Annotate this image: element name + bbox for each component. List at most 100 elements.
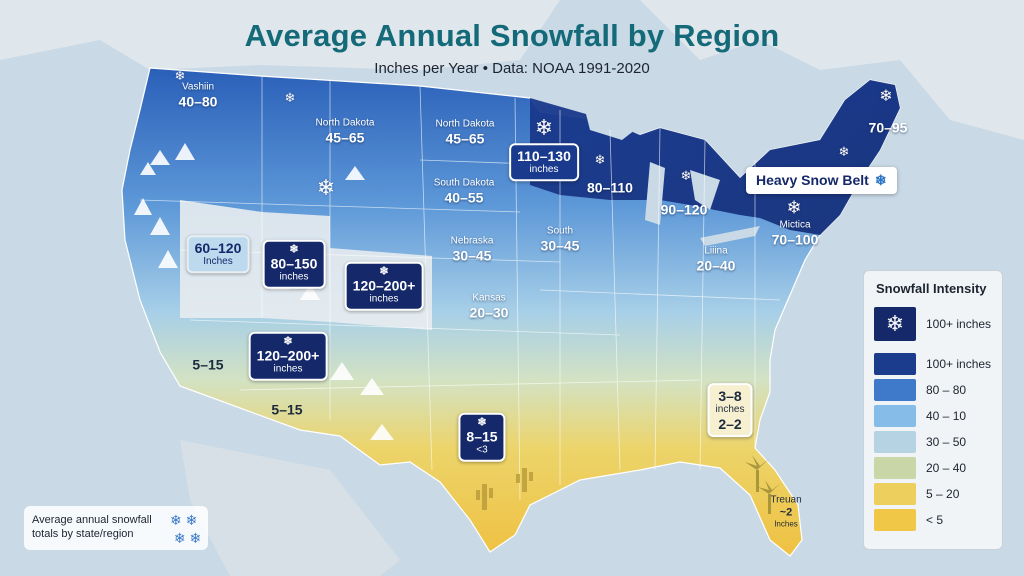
snowflake-icons: ❄ ❄ ❄ ❄ — [170, 512, 201, 547]
legend-label: 80 – 80 — [926, 383, 967, 397]
region-name: Nebraska — [450, 235, 494, 247]
badge-value: 110–130 — [517, 148, 571, 165]
heavy-snow-belt-callout: Heavy Snow Belt ❄ — [746, 167, 897, 194]
badge-unit: inches — [369, 293, 399, 305]
region-label: Liiina 20–40 — [697, 246, 736, 275]
snowflake-icon: ❄ — [170, 512, 182, 528]
region-value: 70–95 — [868, 119, 908, 136]
state-borders — [139, 76, 781, 501]
legend-swatch — [874, 483, 916, 505]
badge-unit: Inches — [203, 256, 233, 268]
snowfall-badge: 60–120 Inches — [186, 235, 250, 273]
note-text: Average annual snowfall totals by state/… — [32, 514, 152, 541]
lake-huron — [690, 170, 720, 210]
region-name: Kansas — [472, 292, 506, 304]
region-value: 70–100 — [771, 231, 819, 248]
legend-item: 40 – 10 — [874, 405, 1002, 429]
region-label: 80–110 — [587, 180, 633, 197]
southeast-label: 3–8 inches 2–2 — [707, 383, 753, 437]
region-value: 5–15 — [192, 356, 224, 373]
snowflake-icon: ❄ — [174, 68, 186, 83]
snowfall-badge: 110–130 inches — [509, 143, 579, 181]
region-label: 70–95 — [869, 120, 908, 137]
lake-erie — [700, 226, 760, 246]
region-label: North Dakota 45–65 — [316, 118, 375, 147]
legend-item: 100+ inches — [874, 353, 1002, 377]
badge-unit: inches — [273, 363, 303, 375]
florida-label: Treuan ~2 Inches — [770, 495, 801, 530]
region-label: North Dakota 45–65 — [436, 119, 495, 148]
legend-swatch — [874, 405, 916, 427]
region-value: 20–40 — [696, 257, 736, 274]
southeast-line3: 2–2 — [718, 415, 742, 432]
region-name: Vashiin — [181, 81, 215, 93]
snowflake-icon: ❄ — [786, 197, 802, 218]
cactus-icons — [476, 468, 533, 510]
badge-value: 120–200+ — [256, 347, 320, 364]
region-value: 30–45 — [540, 237, 580, 254]
legend-title: Snowfall Intensity — [876, 281, 987, 296]
legend-item: 80 – 80 — [874, 379, 1002, 403]
snowflake-icon: ❄ — [594, 152, 606, 167]
snowflake-icon: ❄ — [534, 115, 554, 140]
badge-value: 60–120 — [194, 240, 242, 257]
legend-item: < 5 — [874, 509, 1002, 533]
region-name: South Dakota — [433, 177, 495, 189]
legend-label: 30 – 50 — [926, 435, 967, 449]
region-label: South Dakota 40–55 — [434, 178, 495, 207]
badge-unit: <3 — [476, 444, 488, 456]
snowflake-icon: ❄ — [838, 144, 850, 159]
canada-east-land — [640, 0, 1024, 140]
lake-michigan — [645, 162, 665, 225]
region-name: Liiina — [704, 245, 728, 257]
heavy-snow-belt-region — [530, 80, 900, 235]
legend-swatch — [874, 353, 916, 375]
region-name: North Dakota — [315, 117, 375, 129]
region-value: 80–110 — [587, 179, 633, 196]
legend-swatch — [874, 431, 916, 453]
region-value: 45–65 — [325, 129, 365, 146]
region-name: South — [546, 225, 574, 237]
mexico-land — [180, 440, 400, 576]
snowflake-icon: ❄ — [477, 416, 487, 429]
snowflake-icon: ❄ — [173, 529, 186, 546]
legend-swatch — [874, 379, 916, 401]
region-label: Nebraska 30–45 — [451, 236, 494, 265]
legend-item: 30 – 50 — [874, 431, 1002, 455]
region-label: Mictica 70–100 — [772, 220, 819, 249]
region-value: 20–30 — [469, 304, 509, 321]
legend-item: ❄ 100+ inches — [874, 307, 1002, 341]
snowflake-icon: ❄ — [284, 90, 296, 105]
florida-line3: Inches — [774, 519, 798, 529]
legend-swatch — [874, 457, 916, 479]
region-name: Mictica — [779, 219, 811, 231]
region-name: North Dakota — [435, 118, 495, 130]
region-label: 5–15 — [271, 402, 302, 419]
legend-label: 20 – 40 — [926, 461, 967, 475]
region-label: Kansas 20–30 — [470, 293, 509, 322]
legend-item: 5 – 20 — [874, 483, 1002, 507]
legend-label: 40 – 10 — [926, 409, 967, 423]
legend-item: 20 – 40 — [874, 457, 1002, 481]
canada-land — [0, 0, 560, 70]
palm-icons — [745, 455, 781, 514]
snowfall-badge: ❄ 80–150 inches — [262, 239, 326, 289]
snowfall-badge: ❄ 120–200+ inches — [344, 261, 424, 311]
snowflake-icon: ❄ — [289, 243, 299, 256]
region-label: 90–120 — [661, 202, 708, 219]
snowflake-icon: ❄ — [189, 529, 202, 546]
florida-line2: ~2 — [779, 506, 793, 519]
southeast-line2: inches — [715, 404, 745, 416]
snowflake-icon: ❄ — [185, 512, 198, 528]
badge-unit: inches — [279, 271, 309, 283]
badge-value: 8–15 — [466, 428, 498, 445]
snowflake-icon: ❄ — [316, 175, 336, 200]
snowflake-icon: ❄ — [874, 307, 916, 341]
callout-text: Heavy Snow Belt — [756, 172, 869, 188]
region-value: 5–15 — [271, 401, 303, 418]
region-value: 45–65 — [445, 130, 485, 147]
snowflake-icon: ❄ — [379, 265, 389, 278]
legend-label: < 5 — [926, 513, 944, 527]
legend-label: 5 – 20 — [926, 487, 960, 501]
map-note: Average annual snowfall totals by state/… — [24, 506, 208, 550]
